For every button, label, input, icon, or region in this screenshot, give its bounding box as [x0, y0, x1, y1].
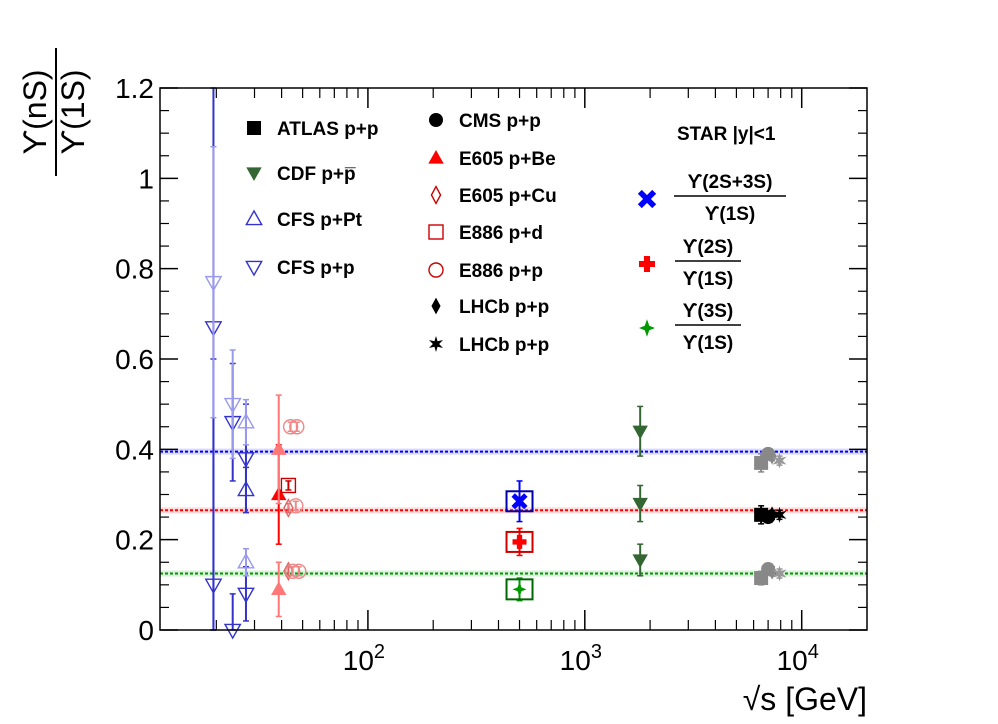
- legend-label: CDF p+p̅: [277, 164, 356, 185]
- data-points: [204, 87, 787, 640]
- systematic-box: [505, 530, 534, 553]
- legend-marker: [430, 185, 442, 205]
- data-point: [767, 562, 777, 580]
- data-point: [237, 587, 255, 604]
- x-axis-title: √s [GeV]: [743, 681, 867, 717]
- data-point: [237, 552, 255, 569]
- data-point: [632, 425, 648, 440]
- star-legend-numerator: ϒ(2S): [683, 237, 734, 258]
- data-point: [204, 578, 223, 595]
- data-point: [767, 447, 777, 465]
- star-legend-marker: [637, 189, 657, 209]
- data-point: [772, 452, 787, 469]
- systematic-box: [505, 578, 534, 601]
- data-point: [288, 498, 304, 514]
- legend-marker: [429, 113, 443, 127]
- legend-label: E886 p+p: [459, 261, 543, 282]
- x-tick-exponent: 3: [591, 641, 602, 663]
- legend-marker: [431, 297, 441, 315]
- legend-marker: [428, 262, 444, 278]
- data-point: [283, 561, 294, 582]
- fit-band: [160, 448, 867, 455]
- legend-marker: [245, 260, 263, 277]
- y-tick-label: 0.2: [115, 525, 154, 556]
- legend-label: LHCb p+p: [459, 335, 549, 356]
- x-tick-label: 103: [560, 641, 602, 676]
- legend-marker: [246, 167, 262, 182]
- star-legend-marker: [639, 319, 655, 337]
- legend-label: CMS p+p: [459, 111, 541, 132]
- y-tick-label: 1: [138, 163, 154, 194]
- x-tick-base: 10: [343, 645, 374, 676]
- star-legend-denominator: ϒ(1S): [683, 333, 734, 354]
- y-tick-label: 0.4: [115, 434, 154, 465]
- y-tick-label: 0.8: [115, 254, 154, 285]
- data-point: [237, 480, 255, 497]
- y-tick-label: 0.6: [115, 344, 154, 375]
- data-point: [512, 581, 527, 598]
- x-tick-base: 10: [560, 645, 591, 676]
- y-axis-title: ϒ(nS) ϒ(1S): [17, 48, 91, 176]
- systematic-box: [505, 490, 534, 513]
- data-point: [289, 419, 305, 435]
- x-tick-exponent: 4: [808, 641, 819, 663]
- data-point: [772, 565, 787, 582]
- data-point: [271, 441, 287, 455]
- data-point: [767, 506, 777, 524]
- x-tick-exponent: 2: [374, 641, 385, 663]
- axis-labels: √s [GeV]ϒ(nS) ϒ(1S): [17, 48, 867, 717]
- star-legend-denominator: ϒ(1S): [683, 269, 734, 290]
- star-legend-marker: [639, 256, 655, 272]
- legend-marker: [245, 209, 263, 226]
- legend-label: CFS p+Pt: [277, 210, 363, 231]
- x-tick-label: 102: [343, 641, 385, 676]
- star-legend-numerator: ϒ(2S+3S): [688, 172, 773, 193]
- data-point: [632, 497, 648, 512]
- y-tick-label: 0: [138, 615, 154, 646]
- legend-marker: [428, 149, 444, 164]
- legend-label: ATLAS p+p: [277, 119, 379, 140]
- legend-marker: [247, 121, 261, 135]
- legend-label: LHCb p+p: [459, 297, 549, 318]
- legend: ATLAS p+p CDF p+p̅ CFS p+Pt CFS p+p CMS p+p E…: [245, 111, 786, 356]
- data-point: [223, 397, 242, 414]
- data-point: [237, 412, 255, 429]
- fit-band: [160, 570, 867, 577]
- data-point: [283, 498, 294, 518]
- y-axis-denominator: ϒ(1S): [55, 69, 91, 154]
- star-legend-denominator: ϒ(1S): [705, 204, 756, 225]
- legend-label: E886 p+d: [459, 223, 543, 244]
- data-point: [204, 275, 223, 292]
- legend-marker: [428, 224, 444, 240]
- data-point: [512, 534, 527, 549]
- data-point: [632, 554, 648, 569]
- legend-label: E605 p+Cu: [459, 186, 557, 207]
- data-point: [280, 477, 297, 494]
- y-axis-numerator: ϒ(nS): [17, 69, 53, 154]
- data-point: [237, 452, 255, 468]
- legend-label: E605 p+Be: [459, 149, 556, 170]
- data-point: [772, 506, 787, 523]
- legend-label: CFS p+p: [277, 258, 355, 279]
- data-point: [511, 493, 528, 510]
- star-legend-numerator: ϒ(3S): [683, 301, 734, 322]
- data-point: [291, 563, 307, 579]
- legend-marker: [429, 335, 443, 353]
- y-tick-label: 1.2: [115, 73, 154, 104]
- star-heading: STAR |y|<1: [677, 124, 776, 145]
- x-tick-base: 10: [777, 645, 808, 676]
- x-tick-label: 104: [777, 641, 819, 676]
- data-point: [271, 581, 287, 595]
- data-point: [223, 623, 242, 640]
